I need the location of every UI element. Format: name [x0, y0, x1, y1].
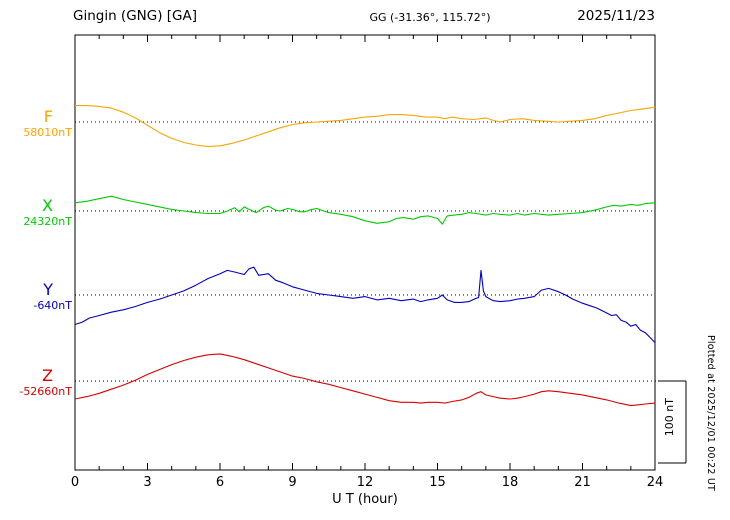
component-label-Z: Z	[42, 366, 53, 385]
x-tick-label: 24	[646, 475, 664, 490]
x-tick-label: 0	[70, 475, 80, 490]
x-axis-title: U T (hour)	[332, 492, 398, 507]
x-tick-label: 6	[215, 475, 225, 490]
trace-Y	[74, 266, 656, 343]
geographic-coordinates: GG (-31.36°, 115.72°)	[369, 11, 491, 24]
x-tick-label: 21	[574, 475, 591, 490]
x-tick-label: 3	[143, 475, 152, 490]
plot-date: 2025/11/23	[577, 8, 655, 24]
plot-frame	[74, 34, 656, 471]
component-baseline-value-F: 58010nT	[23, 126, 72, 139]
x-tick-label: 15	[429, 475, 446, 490]
component-baseline-value-Z: -52660nT	[19, 385, 72, 398]
component-label-X: X	[42, 196, 53, 215]
component-label-F: F	[43, 107, 53, 126]
station-title: Gingin (GNG) [GA]	[73, 8, 198, 24]
plotted-at-timestamp: Plotted at 2025/12/01 00:22 UT	[705, 335, 716, 492]
x-tick-label: 12	[356, 475, 374, 490]
trace-Z	[74, 353, 656, 407]
scale-bar-label: 100 nT	[663, 398, 676, 437]
x-tick-label: 18	[501, 475, 519, 490]
trace-F	[75, 105, 656, 148]
component-label-Y: Y	[43, 280, 53, 299]
component-baseline-value-X: 24320nT	[23, 215, 72, 228]
component-baseline-value-Y: -640nT	[33, 299, 72, 312]
trace-X	[74, 195, 656, 225]
x-tick-label: 9	[288, 475, 297, 490]
